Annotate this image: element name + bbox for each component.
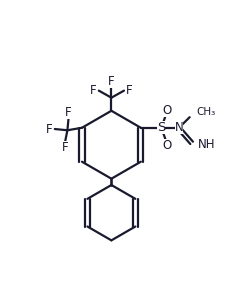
Text: F: F: [65, 106, 72, 119]
Text: F: F: [108, 74, 114, 88]
Text: F: F: [126, 84, 132, 97]
Text: NH: NH: [197, 138, 215, 151]
Text: F: F: [90, 84, 96, 97]
Text: F: F: [61, 141, 68, 154]
Text: CH₃: CH₃: [195, 107, 214, 117]
Text: O: O: [162, 104, 171, 117]
Text: F: F: [46, 123, 52, 135]
Text: O: O: [162, 139, 171, 152]
Text: N: N: [174, 121, 183, 134]
Text: S: S: [156, 121, 165, 134]
